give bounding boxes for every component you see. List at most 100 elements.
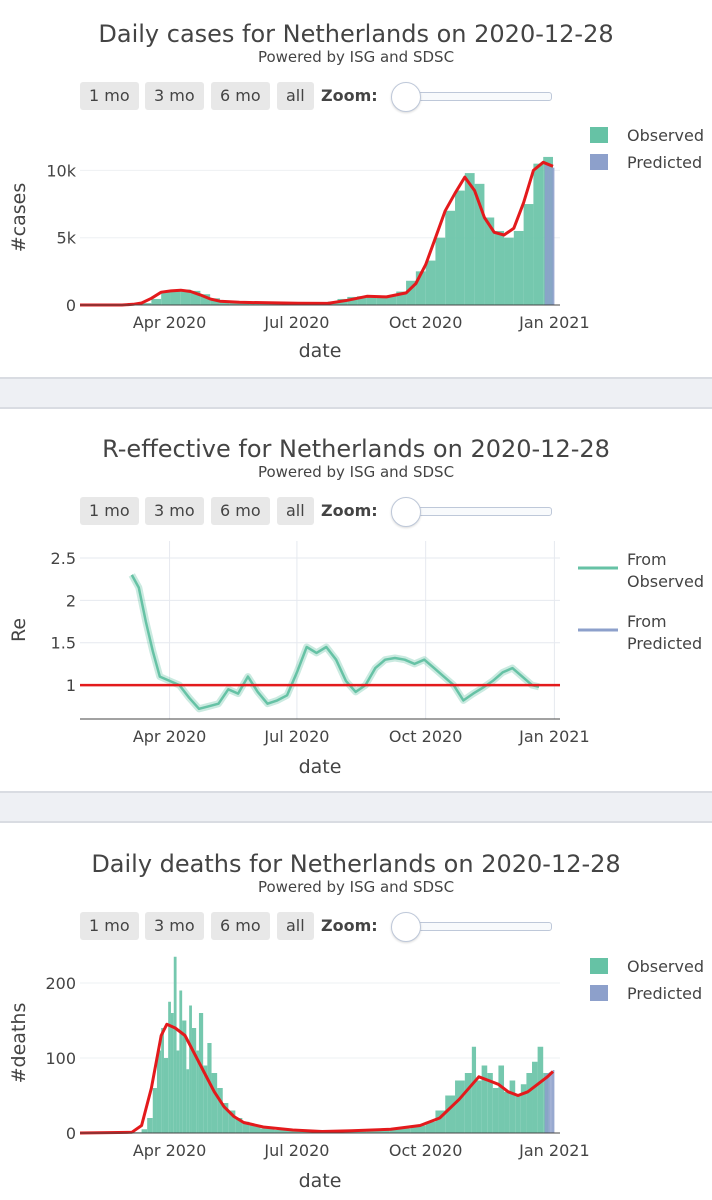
range-button-1mo[interactable]: 1 mo (80, 912, 139, 940)
range-button-all[interactable]: all (277, 82, 314, 110)
reff-chart: 1 1.5 2 2.5 Apr 2020 Jul 2020 Oct 2020 Jan 2021… (8, 541, 704, 778)
trend-line (79, 1022, 555, 1135)
bar (168, 1001, 171, 1133)
bar (546, 163, 548, 305)
bar (228, 1110, 236, 1133)
bar (249, 1125, 261, 1133)
bar (203, 1065, 208, 1133)
legend-label: From Observed (627, 550, 704, 591)
y-tick-label: 1.5 (51, 634, 76, 653)
bar (532, 1061, 538, 1133)
y-tick-label: 0 (66, 1124, 76, 1143)
bar (546, 1073, 548, 1133)
x-tick-label: Oct 2020 (389, 313, 462, 332)
bar (366, 297, 377, 305)
range-button-6mo[interactable]: 6 mo (211, 497, 270, 525)
x-tick-label: Jul 2020 (263, 727, 329, 746)
reff-title: R-effective for Netherlands on 2020-12-2… (102, 435, 610, 463)
bar (196, 1050, 199, 1133)
bar (406, 280, 416, 305)
bar (494, 230, 505, 305)
bar (147, 1118, 153, 1133)
range-button-1mo[interactable]: 1 mo (80, 82, 139, 110)
bar (141, 1129, 148, 1133)
bar (523, 204, 534, 305)
bar (152, 1088, 157, 1133)
legend-label: Predicted (627, 153, 702, 172)
bar (190, 290, 201, 305)
zoom-slider-handle[interactable] (391, 912, 421, 942)
legend-swatch (590, 985, 608, 1001)
cases-chart: 0 5k 10k Apr 2020 Jul 2020 Oct 2020 Jan 2021 da… (8, 126, 704, 362)
zoom-label: Zoom: (321, 501, 378, 520)
trend-line (80, 160, 554, 307)
range-button-3mo[interactable]: 3 mo (145, 912, 204, 940)
x-tick-label: Oct 2020 (389, 1141, 462, 1160)
bar (156, 1050, 162, 1133)
bar (509, 1080, 516, 1133)
x-tick-label: Jan 2021 (518, 727, 589, 746)
bar (547, 1073, 549, 1133)
bar (544, 1074, 547, 1133)
bar (520, 1084, 527, 1133)
range-button-3mo[interactable]: 3 mo (145, 497, 204, 525)
bar (219, 300, 230, 305)
bar (163, 1058, 169, 1133)
bar (547, 165, 549, 305)
bar (189, 1005, 192, 1133)
bar (533, 163, 544, 305)
deaths-panel: Daily deaths for Netherlands on 2020-12-… (0, 823, 712, 1200)
bar (191, 1028, 197, 1133)
zoom-slider-handle[interactable] (391, 497, 421, 527)
cases-title: Daily cases for Netherlands on 2020-12-2… (98, 20, 614, 48)
bar (551, 1070, 554, 1133)
range-button-6mo[interactable]: 6 mo (211, 82, 270, 110)
y-axis-title: Re (8, 618, 30, 642)
bar (498, 1065, 505, 1133)
bar (492, 1088, 499, 1133)
reff-subtitle: Powered by ISG and SDSC (257, 463, 455, 481)
bar (396, 291, 407, 305)
bar (222, 1103, 229, 1133)
deaths-controls: 1 mo 3 mo 6 mo all Zoom: (80, 912, 560, 942)
deaths-title: Daily deaths for Netherlands on 2020-12-… (91, 850, 621, 878)
bar (141, 303, 152, 305)
bar (487, 1073, 493, 1133)
y-axis-title: #cases (8, 183, 30, 253)
bar (550, 167, 552, 305)
deaths-subtitle: Powered by ISG and SDSC (257, 878, 455, 896)
bar (161, 292, 171, 305)
bar (186, 1069, 190, 1133)
y-tick-label: 5k (57, 229, 77, 248)
bar (198, 1013, 204, 1133)
zoom-slider-handle[interactable] (391, 82, 421, 112)
y-axis-title: #deaths (8, 1003, 30, 1084)
bar (151, 298, 162, 305)
bar (170, 1013, 174, 1133)
bar (425, 1121, 436, 1133)
bar (179, 990, 183, 1133)
series-band (128, 573, 540, 713)
range-button-all[interactable]: all (277, 912, 314, 940)
x-tick-label: Jul 2020 (263, 313, 329, 332)
range-button-1mo[interactable]: 1 mo (80, 497, 139, 525)
y-tick-label: 0 (66, 296, 76, 315)
bar (389, 1128, 411, 1133)
bar (415, 271, 426, 305)
bar (200, 294, 211, 305)
panel-separator (0, 377, 712, 409)
bar (357, 296, 367, 305)
x-tick-label: Jul 2020 (263, 1141, 329, 1160)
legend-swatch (590, 127, 608, 143)
bar (445, 210, 456, 305)
range-button-3mo[interactable]: 3 mo (145, 82, 204, 110)
bar (537, 1046, 544, 1133)
range-button-6mo[interactable]: 6 mo (211, 912, 270, 940)
bar (176, 1050, 180, 1133)
cases-panel: Daily cases for Netherlands on 2020-12-2… (0, 0, 712, 377)
y-tick-label: 2.5 (51, 549, 76, 568)
range-button-all[interactable]: all (277, 497, 314, 525)
bar (210, 298, 220, 305)
reff-controls: 1 mo 3 mo 6 mo all Zoom: (80, 497, 560, 527)
bar (474, 183, 485, 305)
